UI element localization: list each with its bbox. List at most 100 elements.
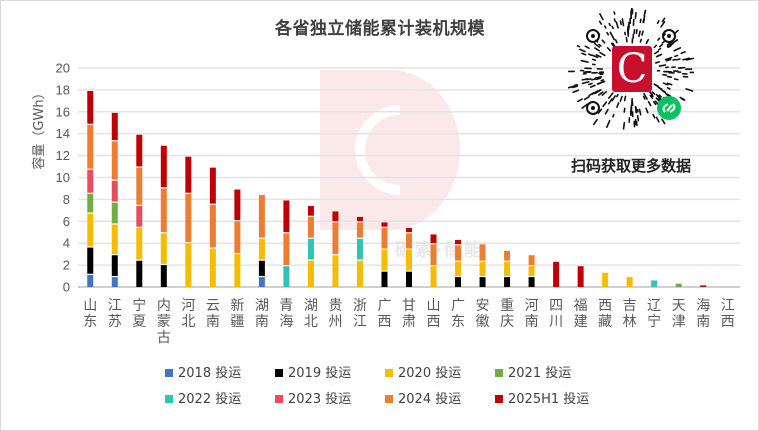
bar-segment: [160, 233, 167, 264]
x-tick-label: 宁夏: [132, 297, 146, 330]
legend-item: 2021 投运: [495, 366, 571, 382]
bar-segment: [332, 211, 339, 222]
bar-segment: [455, 277, 462, 287]
bar-segment: [381, 271, 388, 287]
bar-segment: [528, 255, 535, 265]
bar-segment: [332, 255, 339, 287]
x-tick-label: 海南: [696, 298, 710, 330]
y-tick-label: 16: [56, 104, 70, 119]
bar-segment: [675, 283, 682, 287]
bar-segment: [185, 243, 192, 287]
bar-segment: [136, 167, 143, 205]
y-tick-label: 10: [56, 170, 70, 185]
bar-segment: [479, 277, 486, 287]
x-tick-label: 天津: [672, 298, 686, 330]
bar-segment: [258, 195, 265, 238]
legend-item: 2020 投运: [385, 366, 461, 382]
qr-finder-tl: [586, 29, 600, 43]
x-tick-label: 吉林: [623, 298, 637, 330]
bar-segment: [283, 233, 290, 265]
bar-segment: [111, 277, 118, 287]
bar-segment: [430, 244, 437, 265]
bar-segment: [406, 227, 412, 233]
x-tick-label: 贵州: [328, 298, 342, 330]
bar-segment: [111, 112, 118, 141]
bar-segment: [479, 244, 486, 261]
x-tick-label: 浙江: [353, 298, 367, 330]
bar-segment: [87, 274, 94, 287]
bar-segment: [455, 261, 462, 276]
x-tick-label: 湖北: [304, 298, 318, 330]
legend-label: 2025H1 投运: [508, 392, 590, 407]
x-tick-label: 内蒙古: [157, 298, 171, 346]
legend-swatch: [165, 368, 173, 377]
bar-segment: [602, 272, 609, 287]
bar-segment: [136, 205, 143, 227]
y-tick-labels: 0 2 4 6 8 10 12 14 16 18 20: [56, 61, 70, 295]
bar-segment: [160, 188, 167, 233]
bar-segment: [111, 141, 118, 180]
y-tick-label: 18: [56, 82, 70, 97]
legend-label: 2024 投运: [398, 392, 462, 407]
x-tick-label: 广西: [377, 298, 391, 330]
qr-finder-tr: [662, 29, 676, 43]
bar-segment: [332, 222, 339, 255]
bar-segment: [111, 224, 118, 255]
legend-swatch: [275, 368, 283, 377]
x-tick-label: 江西: [721, 298, 735, 330]
bar-segment: [381, 222, 388, 227]
bar-segment: [209, 167, 216, 204]
x-tick-label: 西藏: [598, 298, 612, 330]
bar-segment: [87, 124, 94, 169]
x-tick-label: 甘肃: [402, 298, 416, 330]
legend-label: 2019 投运: [288, 366, 352, 381]
x-tick-label: 辽宁: [647, 298, 661, 330]
qr-logo-bg: [612, 46, 652, 92]
bar-segment: [553, 261, 560, 287]
x-tick-label: 江苏: [108, 298, 122, 330]
bar-segment: [185, 193, 192, 242]
bar-segment: [234, 221, 241, 253]
bar-segment: [504, 261, 511, 276]
bar-segment: [577, 266, 584, 287]
bar-segment: [504, 250, 511, 261]
bar-segment: [356, 260, 363, 287]
bar-segment: [381, 227, 388, 249]
bar-segment: [111, 180, 118, 202]
x-tick-label: 广东: [451, 298, 465, 330]
bar-segment: [136, 227, 143, 260]
bar-segment: [307, 238, 314, 260]
legend-item: 2025H1 投运: [495, 392, 589, 408]
legend-swatch: [275, 394, 283, 403]
bar-segment: [479, 261, 486, 276]
bar-segment: [307, 216, 314, 238]
bar-segment: [528, 266, 535, 276]
bar-segment: [626, 277, 633, 287]
x-tick-label: 山西: [427, 298, 441, 330]
bar-segment: [160, 145, 167, 188]
y-tick-label: 20: [56, 61, 70, 76]
legend-swatch: [385, 368, 393, 377]
x-tick-labels: 山东江苏宁夏内蒙古河北云南新疆湖南青海湖北贵州浙江广西甘肃山西广东安徽重庆河南四…: [83, 297, 734, 346]
qr-code-icon: C: [568, 8, 694, 130]
y-tick-label: 4: [63, 236, 70, 251]
x-tick-label: 安徽: [476, 298, 490, 330]
legend: 2018 投运 2019 投运 2020 投运 2021 投运 2022 投运 2023 …: [165, 366, 605, 416]
legend-swatch: [165, 394, 173, 403]
legend-item: 2023 投运: [275, 392, 351, 408]
bar-segment: [406, 249, 412, 271]
bar-segment: [136, 260, 143, 287]
bar-segment: [430, 266, 437, 287]
y-tick-label: 8: [63, 192, 70, 207]
legend-item: 2024 投运: [385, 392, 461, 408]
y-tick-label: 12: [56, 148, 70, 163]
legend-swatch: [495, 368, 503, 377]
bar-segment: [209, 204, 216, 248]
bar-segment: [406, 233, 412, 249]
bar-segment: [283, 266, 290, 287]
x-tick-label: 重庆: [500, 298, 514, 330]
bar-segment: [356, 238, 363, 260]
bar-segment: [87, 213, 94, 247]
bar-segment: [283, 200, 290, 233]
